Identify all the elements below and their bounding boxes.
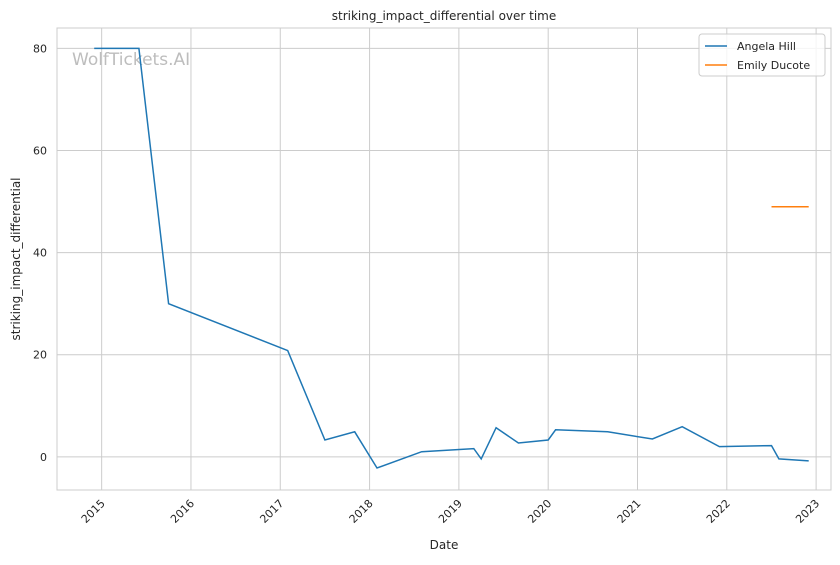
plot-frame (56, 27, 832, 491)
y-tick-label: 60 (33, 145, 47, 158)
x-tick-label: 2019 (436, 497, 465, 526)
y-tick-label: 40 (33, 247, 47, 260)
y-tick-label: 0 (40, 451, 47, 464)
chart-title: striking_impact_differential over time (332, 9, 557, 23)
y-tick-label: 80 (33, 42, 47, 55)
x-tick-label: 2023 (793, 497, 822, 526)
x-tick-label: 2016 (168, 497, 197, 526)
y-axis-label: striking_impact_differential (9, 177, 23, 340)
x-tick-label: 2020 (525, 497, 554, 526)
x-tick-label: 2021 (615, 497, 644, 526)
x-tick-label: 2015 (79, 497, 108, 526)
series-line-angela-hill (94, 47, 809, 469)
legend-label: Angela Hill (737, 40, 796, 53)
x-tick-label: 2022 (704, 497, 733, 526)
x-axis-label: Date (430, 538, 459, 552)
y-tick-label: 20 (33, 349, 47, 362)
watermark: WolfTickets.AI (72, 50, 190, 70)
x-tick-label: 2018 (347, 497, 376, 526)
x-tick-label: 2017 (257, 497, 286, 526)
legend-box (698, 33, 826, 77)
legend-label: Emily Ducote (737, 59, 810, 72)
